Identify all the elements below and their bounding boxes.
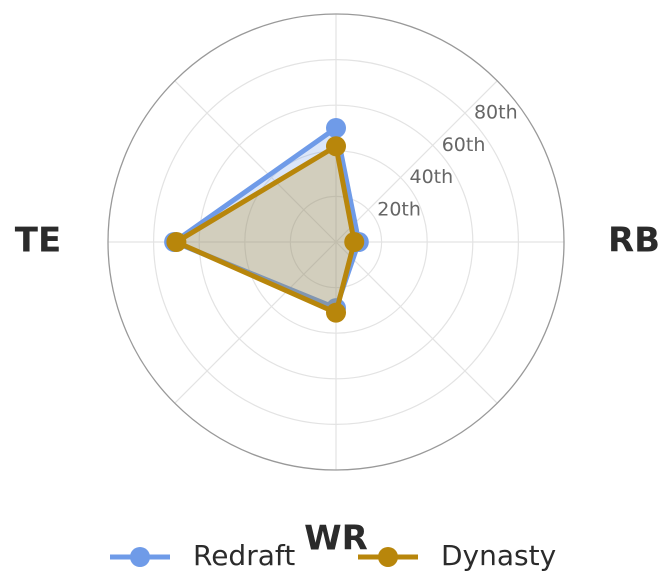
spoke [174, 241, 337, 404]
legend-marker [130, 547, 150, 567]
grid-ring [153, 59, 519, 425]
r-tick-label: 20th [377, 198, 421, 220]
outer-ring [107, 13, 565, 471]
series-point [166, 232, 187, 252]
r-tick-label: 60th [442, 134, 486, 156]
spoke [174, 80, 337, 243]
axis-label: RB [608, 221, 660, 261]
spoke [335, 241, 498, 404]
legend-marker [378, 547, 398, 567]
legend-label: Dynasty [441, 539, 556, 572]
grid-ring [289, 195, 383, 289]
series-point [326, 118, 346, 138]
axis-label: TE [15, 221, 61, 261]
legend-label: Redraft [193, 539, 295, 572]
axis-label: WR [304, 519, 368, 559]
series-point [326, 302, 346, 323]
r-tick-label: 40th [409, 166, 453, 188]
series-point [344, 232, 365, 252]
spoke [335, 80, 498, 243]
series-point [326, 136, 346, 157]
grid-ring [198, 104, 474, 380]
r-tick-label: 80th [474, 102, 518, 124]
